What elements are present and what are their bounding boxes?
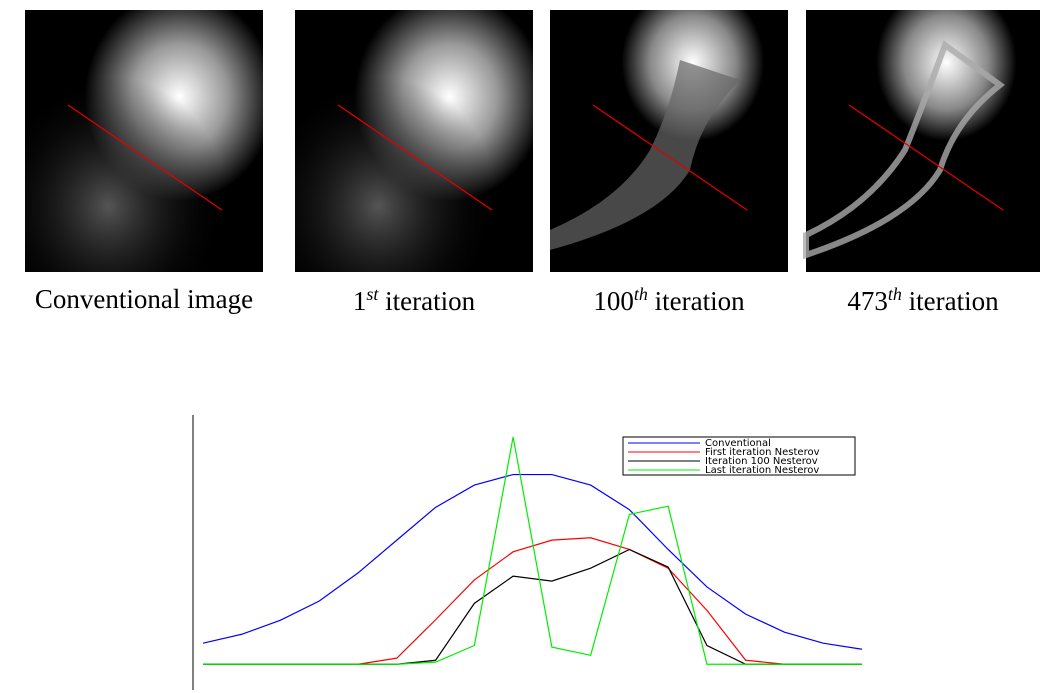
caption: Conventional image <box>14 284 274 315</box>
panel-image <box>295 10 533 272</box>
caption-text: 1 <box>352 286 367 316</box>
legend-label: Iteration 100 Nesterov <box>705 456 818 467</box>
legend-label: Conventional <box>705 438 771 449</box>
caption: 473th iteration <box>793 284 1041 317</box>
series-line <box>203 436 862 665</box>
series-line <box>203 537 862 665</box>
caption-text: iteration <box>647 286 745 316</box>
caption-text: 473 <box>847 286 888 316</box>
caption-text: 100 <box>593 286 634 316</box>
caption-sup: st <box>366 284 379 304</box>
panel-image <box>25 10 263 272</box>
caption-text: iteration <box>901 286 999 316</box>
caption-sup: th <box>887 284 902 304</box>
caption-text: Conventional image <box>34 284 254 314</box>
series-line <box>203 548 862 665</box>
caption-text: iteration <box>378 286 476 316</box>
caption: 1st iteration <box>284 284 544 317</box>
panel-image <box>803 10 1040 272</box>
legend-label: First iteration Nesterov <box>705 447 820 458</box>
caption: 100th iteration <box>539 284 799 317</box>
panel-image <box>550 10 788 272</box>
legend-label: Last iteration Nesterov <box>705 465 819 476</box>
series-line <box>202 473 863 650</box>
caption-sup: th <box>633 284 648 304</box>
